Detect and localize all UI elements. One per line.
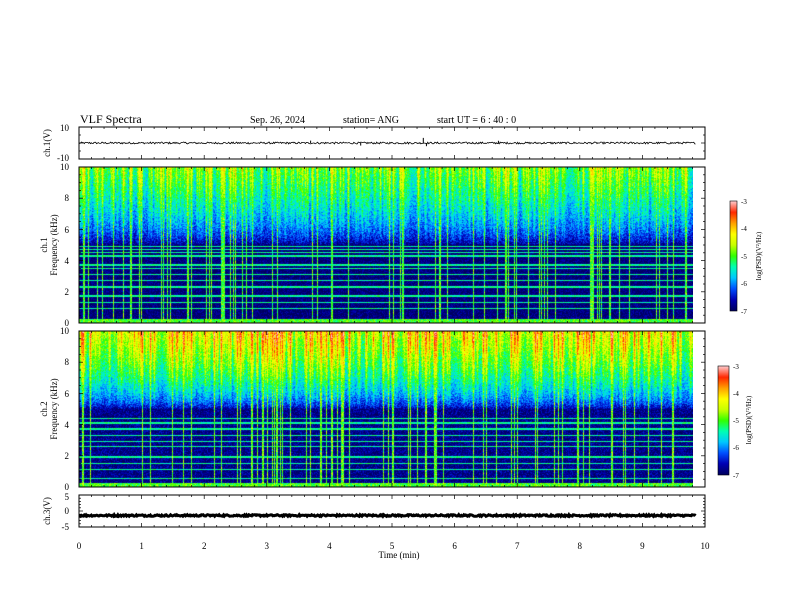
- ch2-spectrogram-panel: 0 2 4 6 8 10 ch.2 Frequency (kHz) -3 -4 …: [39, 326, 753, 492]
- ch3-ytick-top: 5: [65, 492, 70, 502]
- xtick-1: 1: [139, 541, 144, 551]
- ch1-waveform-panel: 10 -10 ch.1(V): [42, 123, 706, 163]
- ch2-cbtick-m7: -7: [733, 472, 739, 480]
- ch1-colorbar-frame: [729, 200, 738, 312]
- ch1-ytick-6: 6: [65, 225, 70, 235]
- ch1-ytick-0: 0: [65, 318, 70, 328]
- date-label: Sep. 26, 2024: [250, 115, 305, 126]
- start-time-label: start UT = 6 : 40 : 0: [437, 115, 516, 126]
- ch1-cbtick-m3: -3: [741, 198, 747, 206]
- ch2-spectrogram-ylabel-frequency: Frequency (kHz): [49, 378, 59, 439]
- ch1-spectrogram-ytick-labels: 0 2 4 6 8 10: [60, 162, 70, 328]
- ch1-waveform-ylabel: ch.1(V): [42, 129, 52, 157]
- ch1-spectrogram-heatmap: [79, 167, 693, 323]
- ch1-waveform-ticks: [78, 126, 706, 160]
- xtick-3: 3: [265, 541, 270, 551]
- xtick-6: 6: [452, 541, 457, 551]
- ch1-spectrogram-ticks: [78, 166, 706, 324]
- ch2-spectrogram-ylabel-channel: ch.2: [39, 401, 49, 416]
- ch1-ytick-top: 10: [60, 123, 70, 133]
- ch1-waveform-series: [78, 141, 696, 145]
- ch2-ytick-6: 6: [65, 389, 70, 399]
- ch2-cbtick-m6: -6: [733, 444, 739, 452]
- ch2-ytick-4: 4: [65, 420, 70, 430]
- ch1-ytick-2: 2: [65, 287, 70, 297]
- station-label: station= ANG: [343, 115, 399, 126]
- ch1-ytick-bottom: -10: [57, 153, 69, 163]
- ch3-waveform-frame: [78, 494, 706, 528]
- ch2-spectrogram-ytick-labels: 0 2 4 6 8 10: [60, 326, 70, 492]
- ch3-waveform-series: [78, 511, 697, 519]
- ch3-ytick-bottom: -5: [62, 522, 70, 532]
- ch2-cbtick-m5: -5: [733, 417, 739, 425]
- ch1-colorbar-label: log(PSD)(V²/Hz): [755, 231, 763, 280]
- ch3-waveform-panel: 5 0 -5 ch.3(V): [42, 492, 706, 532]
- ch1-spectrogram-ylabel-channel: ch.1: [39, 237, 49, 252]
- ch2-colorbar: [718, 366, 729, 475]
- ch2-ytick-10: 10: [60, 326, 70, 336]
- ch1-waveform-frame: [78, 126, 706, 160]
- xtick-4: 4: [327, 541, 332, 551]
- ch3-waveform-ticks: [78, 494, 706, 528]
- ch2-colorbar-label: log(PSD)(V²/Hz): [745, 395, 753, 444]
- ch2-spectrogram-ticks: [78, 330, 706, 488]
- xtick-0: 0: [77, 541, 82, 551]
- ch1-cbtick-m5: -5: [741, 253, 747, 261]
- ch3-waveform-ylabel: ch.3(V): [42, 497, 52, 525]
- ch1-spectrogram-panel: 0 2 4 6 8 10 ch.1 Frequency (kHz) -3 -4 …: [39, 162, 763, 328]
- figure-title: VLF Spectra: [80, 112, 142, 126]
- ch1-spectrogram-ylabel-frequency: Frequency (kHz): [49, 214, 59, 275]
- ch1-ytick-8: 8: [65, 193, 70, 203]
- x-axis-label: Time (min): [379, 550, 420, 560]
- xtick-2: 2: [202, 541, 207, 551]
- ch1-colorbar: [730, 201, 737, 311]
- ch2-cbtick-m3: -3: [733, 363, 739, 371]
- ch1-ytick-4: 4: [65, 256, 70, 266]
- ch2-ytick-8: 8: [65, 357, 70, 367]
- ch2-ytick-2: 2: [65, 451, 70, 461]
- xtick-7: 7: [515, 541, 520, 551]
- ch2-colorbar-frame: [717, 365, 730, 476]
- ch1-cbtick-m6: -6: [741, 280, 747, 288]
- xtick-10: 10: [701, 541, 711, 551]
- ch3-ytick-mid: 0: [65, 506, 70, 516]
- ch1-cbtick-m4: -4: [741, 225, 747, 233]
- ch1-ytick-10: 10: [60, 162, 70, 172]
- ch1-cbtick-m7: -7: [741, 308, 747, 316]
- xtick-8: 8: [578, 541, 583, 551]
- x-axis-tick-labels: 0 1 2 3 4 5 6 7 8 9 10: [77, 541, 710, 551]
- ch2-cbtick-m4: -4: [733, 390, 739, 398]
- ch2-ytick-0: 0: [65, 482, 70, 492]
- xtick-5: 5: [390, 541, 395, 551]
- xtick-9: 9: [640, 541, 645, 551]
- ch2-spectrogram-heatmap: [79, 331, 693, 487]
